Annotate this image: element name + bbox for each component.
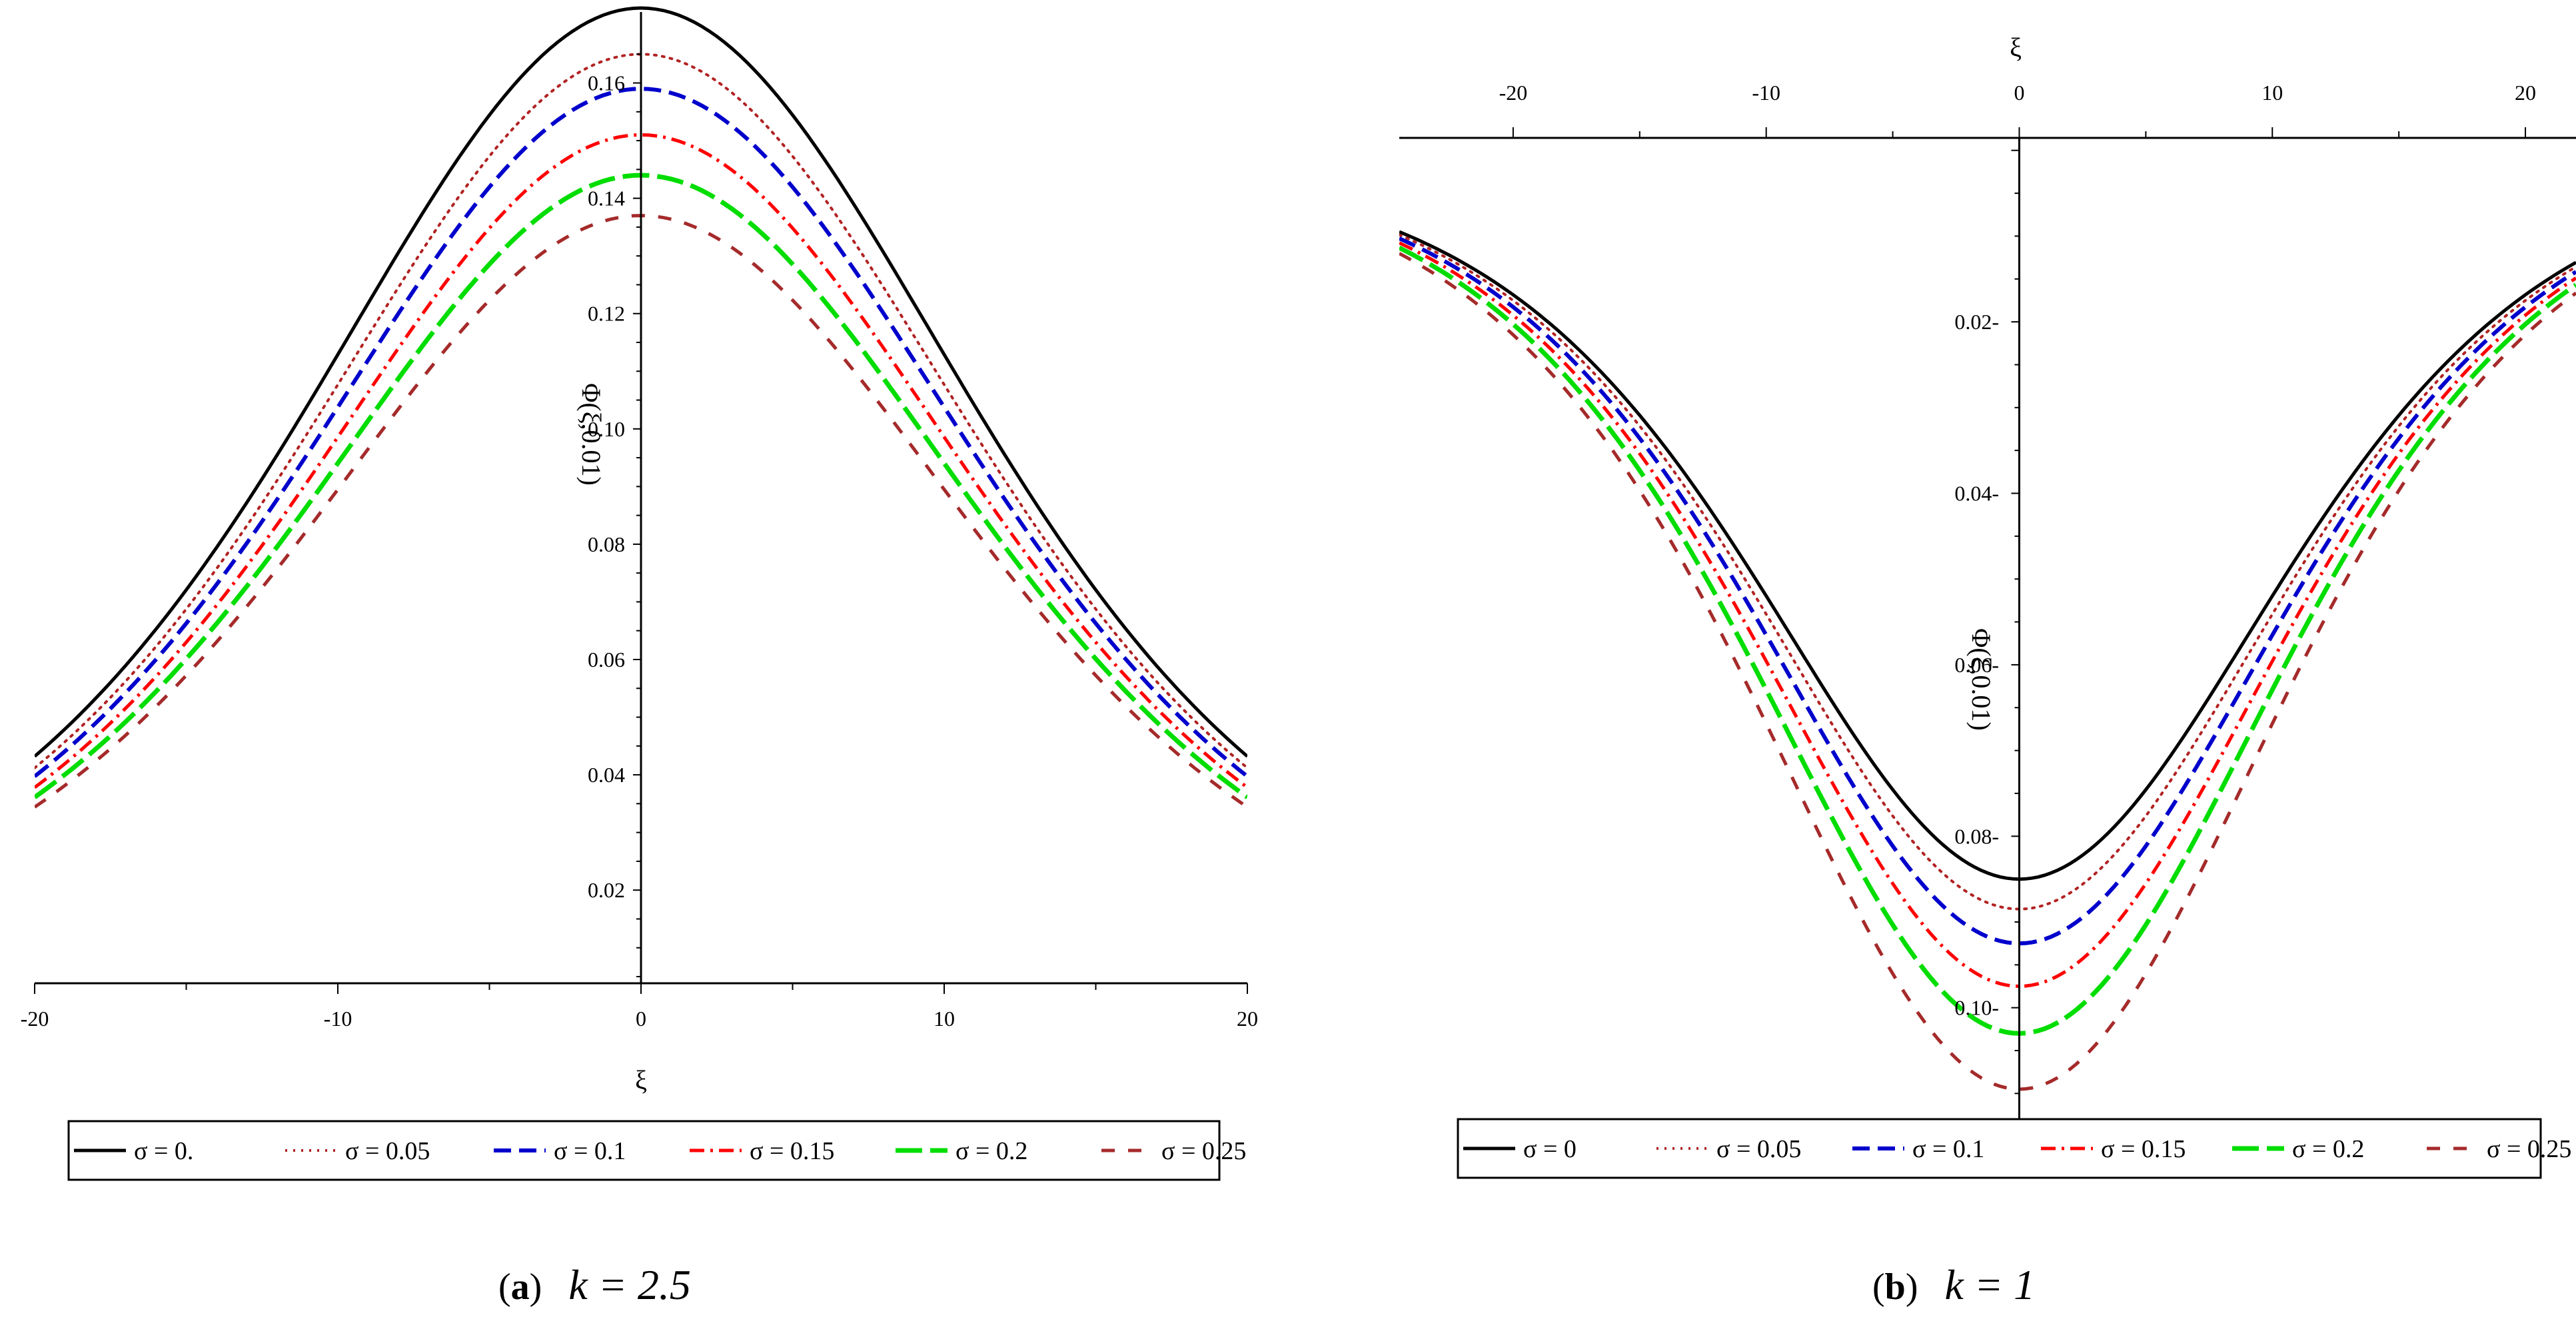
panel-equation: k = 1 — [1944, 1261, 2035, 1308]
x-tick-label: -20 — [1499, 81, 1528, 105]
x-tick-label: 20 — [1237, 1007, 1258, 1031]
legend-entry-label: σ = 0.25 — [1161, 1137, 1246, 1165]
panel-label: b — [1885, 1266, 1906, 1308]
y-tick-label: 0.02 — [588, 878, 625, 902]
series-line-0_ — [35, 6, 1247, 758]
legend-entry-label: σ = 0.2 — [2292, 1135, 2364, 1163]
panel-caption: (b) k = 1 — [1872, 1261, 2035, 1308]
x-tick-label: -10 — [1752, 81, 1780, 105]
series-line-0_15 — [1399, 241, 2576, 989]
y-tick-label: 0.12 — [588, 302, 625, 326]
legend-entry-label: σ = 0.2 — [956, 1137, 1027, 1165]
series-line-0 — [1399, 230, 2576, 881]
legend-entry-label: σ = 0 — [1523, 1135, 1577, 1163]
panel-b: -20 -10 0 10 20 0.02- 0.04- 0.06- 0.08- 0.10- ξ Φ(ξ… — [1399, 33, 2576, 1308]
x-tick-label: -20 — [21, 1007, 49, 1031]
y-tick-label: 0.02- — [1954, 310, 1999, 334]
y-axis-title: Φ(ξ,0.01) — [1966, 628, 1996, 731]
y-tick-label: 0.16 — [588, 71, 625, 95]
legend-entry-label: σ = 0.25 — [2487, 1135, 2571, 1163]
legend-entry-label: σ = 0.15 — [750, 1137, 834, 1165]
x-axis-title: ξ — [2010, 33, 2022, 63]
x-tick-label: 10 — [2261, 81, 2283, 105]
x-tick-label: 20 — [2515, 81, 2536, 105]
panel-label: a — [511, 1266, 530, 1308]
legend-entry-label: σ = 0.15 — [2101, 1135, 2186, 1163]
legend-box — [1457, 1118, 2542, 1179]
series-line-0_2 — [1399, 245, 2576, 1036]
panel-a: -20 -10 0 10 20 0.02 0.04 0.06 0.08 0.10 0.12 0.14 0… — [21, 6, 1258, 1308]
x-tick-label: 0 — [636, 1007, 646, 1031]
panel-caption: (a) k = 2.5 — [498, 1261, 691, 1308]
legend-entry-label: σ = 0.1 — [554, 1137, 626, 1165]
y-tick-label: 0.06 — [588, 648, 625, 671]
legend-box — [67, 1120, 1221, 1181]
y-axis-title: Φ(ξ,0.01) — [576, 383, 606, 486]
x-tick-label: 10 — [934, 1007, 955, 1031]
y-tick-label: 0.04- — [1954, 482, 1999, 506]
y-tick-label: 0.14 — [588, 187, 625, 211]
series-line-0_1 — [1399, 236, 2576, 946]
y-tick-label: 0.10 — [588, 417, 625, 441]
legend-entry-label: σ = 0.1 — [1912, 1135, 1984, 1163]
legend-entry-label: σ = 0.05 — [345, 1137, 430, 1165]
y-tick-label: 0.06- — [1954, 653, 1999, 677]
panel-equation: k = 2.5 — [568, 1261, 691, 1308]
x-tick-label: -10 — [324, 1007, 352, 1031]
legend-entry-label: σ = 0. — [134, 1137, 193, 1165]
x-tick-label: 0 — [2014, 81, 2024, 105]
y-tick-label: 0.08 — [588, 532, 625, 556]
legend-entry-label: σ = 0.05 — [1716, 1135, 1801, 1163]
series-line-0_05 — [1399, 233, 2576, 911]
x-axis-title: ξ — [635, 1065, 647, 1095]
y-tick-label: 0.08- — [1954, 824, 1999, 848]
y-tick-label: 0.10- — [1954, 996, 1999, 1020]
y-tick-label: 0.04 — [588, 763, 625, 787]
